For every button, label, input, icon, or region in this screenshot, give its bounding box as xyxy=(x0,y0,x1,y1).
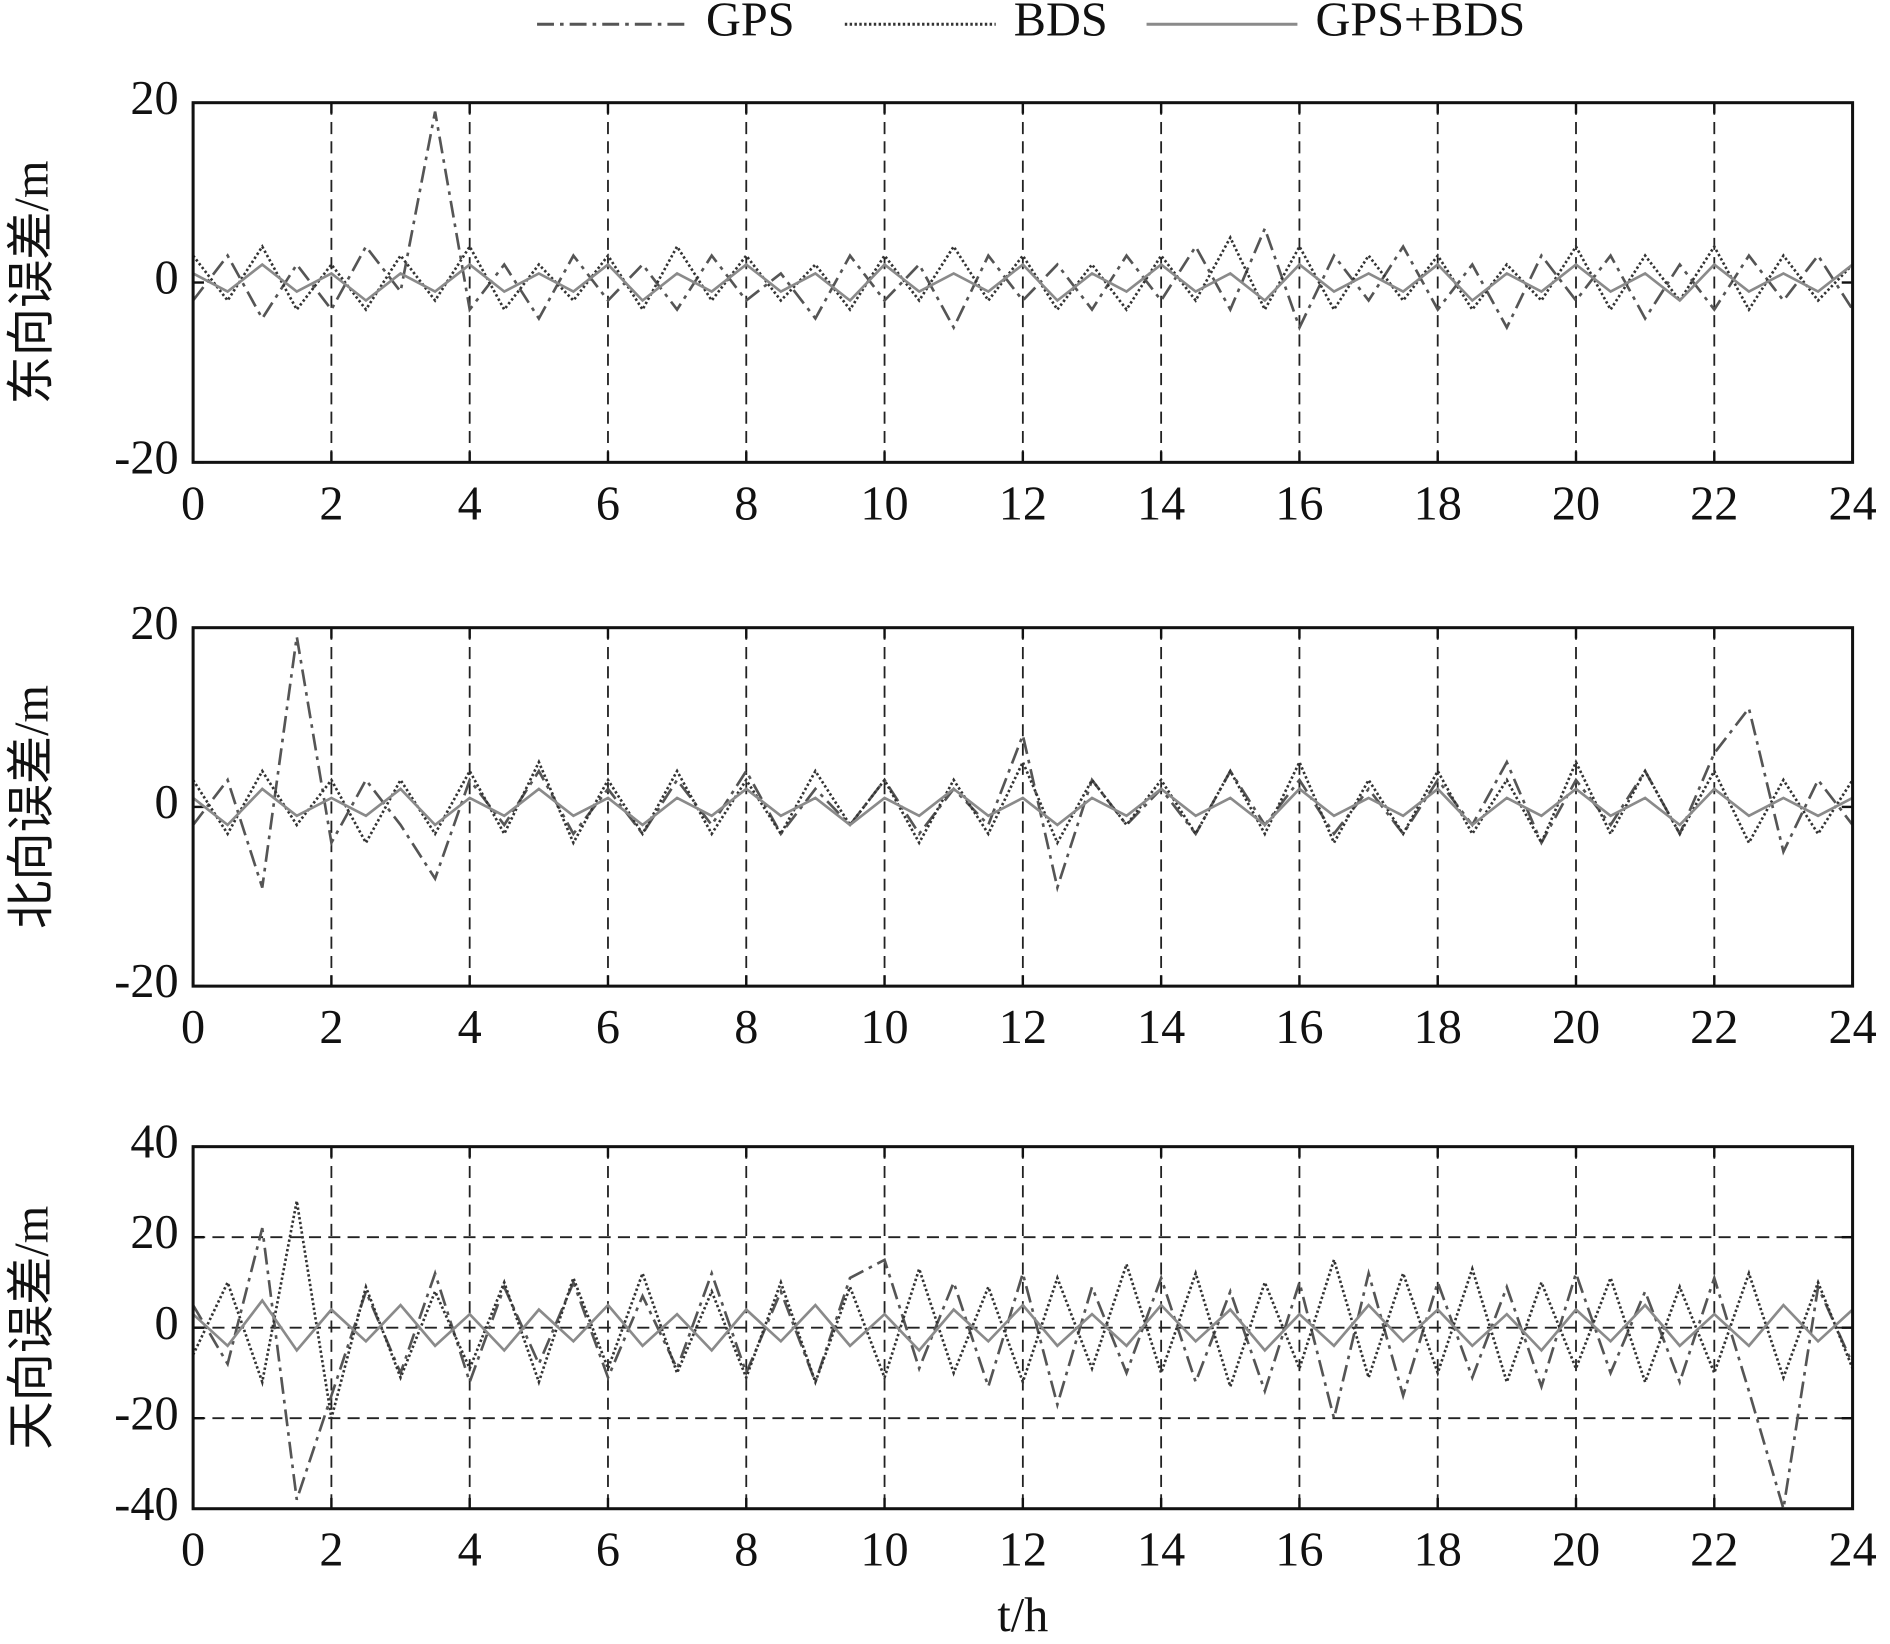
y-axis-label: 天向误差/m xyxy=(5,1206,58,1450)
x-tick-label: 20 xyxy=(1552,1524,1600,1577)
series-line xyxy=(191,1200,1854,1419)
plot-frame xyxy=(191,1145,1855,1511)
x-tick-label: 22 xyxy=(1690,1001,1738,1054)
x-tick-label: 20 xyxy=(1552,477,1600,530)
y-tick-label: 40 xyxy=(130,1116,178,1169)
x-tick-label: 16 xyxy=(1275,1001,1323,1054)
y-tick-label: -20 xyxy=(114,431,178,484)
x-tick-label: 10 xyxy=(860,1524,908,1577)
x-axis-label: t/h xyxy=(997,1589,1048,1642)
x-tick-label: 8 xyxy=(734,1524,758,1577)
x-tick-label: 20 xyxy=(1552,1001,1600,1054)
x-tick-label: 6 xyxy=(596,477,620,530)
x-tick-label: 24 xyxy=(1828,1001,1876,1054)
x-tick-label: 18 xyxy=(1414,1001,1462,1054)
y-tick-label: 0 xyxy=(154,1297,178,1350)
legend-label: GPS+BDS xyxy=(1316,0,1526,46)
legend-label: BDS xyxy=(1014,0,1108,46)
y-axis-label: 北向误差/m xyxy=(5,685,58,929)
y-tick-label: 20 xyxy=(130,1206,178,1259)
x-tick-label: 22 xyxy=(1690,477,1738,530)
y-tick-label: 20 xyxy=(130,72,178,125)
x-tick-label: 12 xyxy=(999,477,1047,530)
x-tick-label: 6 xyxy=(596,1524,620,1577)
series-line xyxy=(191,758,1854,846)
x-tick-label: 6 xyxy=(596,1001,620,1054)
x-tick-label: 18 xyxy=(1414,1524,1462,1577)
series-line xyxy=(192,636,1854,893)
x-tick-label: 8 xyxy=(734,477,758,530)
x-tick-label: 4 xyxy=(458,1001,482,1054)
y-axis-label: 东向误差/m xyxy=(5,161,58,405)
x-tick-label: 0 xyxy=(181,1524,205,1577)
x-tick-label: 12 xyxy=(999,1524,1047,1577)
x-tick-label: 4 xyxy=(458,477,482,530)
legend-label: GPS xyxy=(706,0,795,46)
plot-frame xyxy=(191,101,1855,464)
y-tick-label: 20 xyxy=(130,597,178,650)
y-tick-label: 0 xyxy=(154,252,178,305)
x-tick-label: 14 xyxy=(1137,1524,1185,1577)
plot-frame xyxy=(191,626,1855,988)
x-tick-label: 2 xyxy=(319,477,343,530)
x-tick-label: 16 xyxy=(1275,477,1323,530)
x-tick-label: 2 xyxy=(319,1001,343,1054)
x-tick-label: 14 xyxy=(1137,1001,1185,1054)
series-line xyxy=(192,787,1854,827)
y-tick-label: -20 xyxy=(114,1387,178,1440)
x-tick-label: 24 xyxy=(1828,1524,1876,1577)
x-tick-label: 0 xyxy=(181,477,205,530)
x-tick-label: 0 xyxy=(181,1001,205,1054)
x-tick-label: 12 xyxy=(999,1001,1047,1054)
x-tick-label: 16 xyxy=(1275,1524,1323,1577)
y-tick-label: -40 xyxy=(114,1478,178,1531)
x-tick-label: 4 xyxy=(458,1524,482,1577)
series-line xyxy=(192,1298,1854,1353)
x-tick-label: 14 xyxy=(1137,477,1185,530)
x-tick-label: 10 xyxy=(860,1001,908,1054)
x-tick-label: 22 xyxy=(1690,1524,1738,1577)
y-tick-label: -20 xyxy=(114,955,178,1008)
y-tick-label: 0 xyxy=(154,776,178,829)
x-tick-label: 2 xyxy=(319,1524,343,1577)
series-line xyxy=(192,262,1854,303)
x-tick-label: 18 xyxy=(1414,477,1462,530)
x-tick-label: 8 xyxy=(734,1001,758,1054)
series-line xyxy=(192,111,1854,332)
series-line xyxy=(192,234,1854,313)
x-tick-label: 10 xyxy=(860,477,908,530)
x-tick-label: 24 xyxy=(1828,477,1876,530)
